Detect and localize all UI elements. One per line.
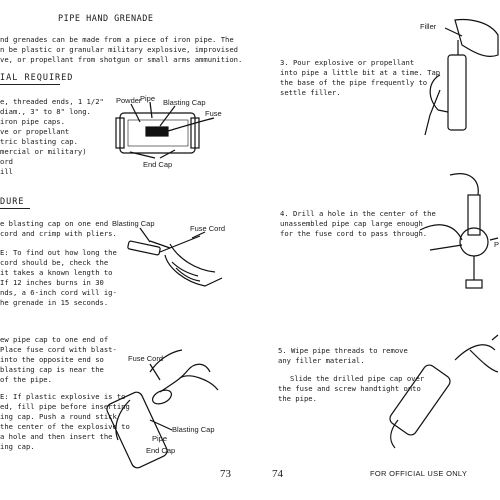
step1-line: cord and crimp with pliers. — [0, 229, 117, 238]
page-number-right: 74 — [272, 468, 283, 480]
fig3-label-pipe: Pipe — [152, 434, 168, 443]
step2-line: Place fuse cord with blast- — [0, 345, 117, 354]
step5b-line: the pipe. — [278, 394, 317, 403]
step3-line: settle filler. — [280, 88, 341, 97]
fig1-label-end-cap: End Cap — [143, 160, 173, 169]
step5-line: 5. Wipe pipe threads to remove — [278, 346, 408, 355]
step3-line: the base of the pipe frequently to — [280, 78, 428, 87]
material-item: tric blasting cap. — [0, 137, 78, 146]
fig-filler-label: Filler — [420, 22, 437, 31]
step4-line: for the fuse cord to pass through. — [280, 229, 428, 238]
note2-line: a hole and then insert the — [0, 432, 113, 441]
step3-line: 3. Pour explosive or propellant — [280, 58, 415, 67]
fig1-label-fuse: Fuse — [205, 109, 222, 118]
note1-line: cord should be, check the — [0, 258, 109, 267]
fig1-label-powder: Powder — [116, 96, 142, 105]
footer-notice: FOR OFFICIAL USE ONLY — [370, 469, 468, 478]
step3-line: into pipe a little bit at a time. Tap — [280, 68, 441, 77]
material-item: mercial or military) — [0, 147, 87, 156]
step1-line: e blasting cap on one end — [0, 219, 109, 228]
note2-line: ing cap. — [0, 442, 35, 451]
fig3-label-blasting-cap: Blasting Cap — [172, 425, 215, 434]
intro-line-2: n be plastic or granular military explos… — [0, 45, 238, 54]
material-item: ord — [0, 157, 13, 166]
step2-line: into the opposite end so — [0, 355, 104, 364]
materials-heading-underline — [0, 84, 60, 85]
note2-line: ed, fill pipe before inserting — [0, 402, 130, 411]
materials-heading: IAL REQUIRED — [0, 73, 74, 83]
fig2-label-blasting-cap: Blasting Cap — [112, 219, 155, 228]
intro-line-1: nd grenades can be made from a piece of … — [0, 35, 234, 44]
material-item: iron pipe caps. — [0, 117, 65, 126]
note1-line: it takes a known length to — [0, 268, 113, 277]
fig3-label-end-cap: End Cap — [146, 446, 176, 455]
material-item: diam., 3" to 8" long. — [0, 107, 91, 116]
assemble-pipe-illustration — [106, 349, 219, 469]
fig2-label-fuse-cord: Fuse Cord — [190, 224, 226, 233]
material-item: ve or propellant — [0, 127, 70, 136]
step4-line: 4. Drill a hole in the center of the — [280, 209, 436, 218]
note2-line: E: If plastic explosive is to — [0, 392, 126, 401]
crimp-cap-illustration — [127, 227, 223, 287]
material-item: e, threaded ends, 1 1/2" — [0, 97, 104, 106]
step5b-line: the fuse and screw handtight onto — [278, 384, 421, 393]
pour-filler-illustration — [424, 18, 499, 136]
note1-line: nds, a 6-inch cord will ig- — [0, 288, 117, 297]
procedure-heading-underline — [0, 208, 30, 209]
fig3-label-fuse-cord: Fuse Cord — [128, 354, 164, 363]
note1-line: he grenade in 15 seconds. — [0, 298, 109, 307]
note1-line: E: To find out how long the — [0, 248, 117, 257]
screw-cap-illustration — [389, 334, 499, 449]
step4-line: unassembled pipe cap large enough — [280, 219, 423, 228]
pipe-diagram-illustration — [115, 101, 215, 159]
fig1-label-blasting-cap: Blasting Cap — [163, 98, 206, 107]
material-item: ill — [0, 167, 13, 176]
page-title: PIPE HAND GRENADE — [58, 14, 154, 24]
fig1-label-pipe: Pipe — [140, 94, 156, 103]
procedure-heading: DURE — [0, 197, 25, 207]
drill-cap-illustration — [419, 173, 499, 289]
step2-line: ew pipe cap to one end of — [0, 335, 109, 344]
step5b-line: Slide the drilled pipe cap over — [290, 374, 425, 383]
step5-line: any filler material. — [278, 356, 365, 365]
intro-line-3: ve, or propellant from shotgun or small … — [0, 55, 243, 64]
step2-line: of the pipe. — [0, 375, 52, 384]
fig-drill-label-cut: P — [494, 240, 500, 249]
step2-line: blasting cap is near the — [0, 365, 104, 374]
note2-line: ing cap. Push a round stick — [0, 412, 117, 421]
note2-line: the center of the explosive to — [0, 422, 130, 431]
page-number-left: 73 — [220, 468, 231, 480]
note1-line: If 12 inches burns in 30 — [0, 278, 104, 287]
